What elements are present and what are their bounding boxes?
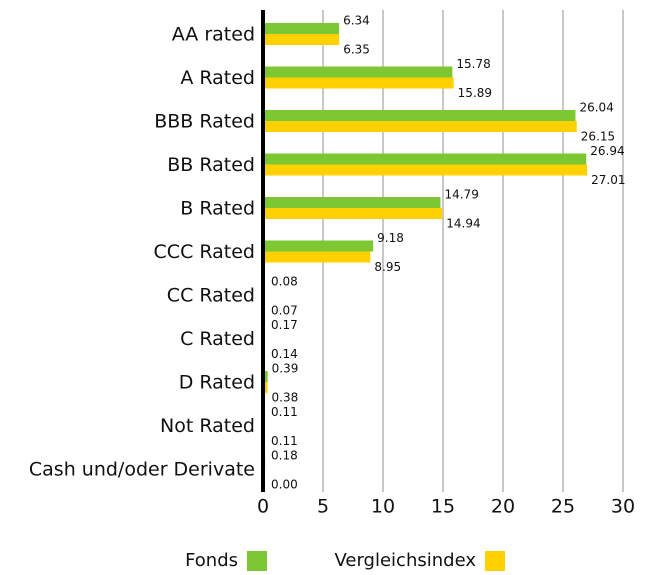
category-label: D Rated bbox=[179, 372, 255, 394]
legend-label: Vergleichsindex bbox=[334, 550, 476, 571]
value-label: 15.89 bbox=[458, 86, 492, 100]
value-label: 0.00 bbox=[271, 478, 298, 492]
bar bbox=[263, 371, 268, 382]
category-label: AA rated bbox=[172, 24, 255, 46]
bar bbox=[263, 34, 340, 45]
value-label: 9.18 bbox=[377, 231, 404, 245]
category-label: CCC Rated bbox=[154, 241, 255, 263]
value-label: 26.15 bbox=[581, 130, 615, 144]
bar bbox=[263, 382, 268, 393]
value-label: 0.38 bbox=[272, 391, 299, 405]
bar bbox=[263, 121, 577, 132]
value-label: 27.01 bbox=[591, 173, 625, 187]
x-tick-label: 15 bbox=[431, 496, 455, 518]
value-label: 0.14 bbox=[271, 347, 298, 361]
bar bbox=[263, 240, 374, 252]
value-label: 26.04 bbox=[579, 101, 613, 115]
category-label: B Rated bbox=[180, 198, 255, 220]
x-tick-label: 25 bbox=[551, 496, 575, 518]
bar bbox=[263, 66, 453, 78]
category-label: Not Rated bbox=[160, 415, 255, 437]
legend-swatch bbox=[247, 551, 267, 571]
bar bbox=[263, 23, 340, 34]
x-tick-label: 10 bbox=[371, 496, 395, 518]
value-label: 14.94 bbox=[446, 217, 480, 231]
category-label: BB Rated bbox=[167, 154, 255, 176]
category-label: BBB Rated bbox=[154, 111, 255, 133]
bar bbox=[263, 153, 587, 165]
value-label: 0.17 bbox=[271, 318, 298, 332]
value-label: 6.35 bbox=[343, 43, 370, 57]
value-label: 14.79 bbox=[444, 188, 478, 202]
category-label: Cash und/oder Derivate bbox=[29, 459, 255, 481]
bar bbox=[263, 164, 588, 176]
value-label: 0.08 bbox=[271, 275, 298, 289]
value-label: 6.34 bbox=[343, 14, 370, 28]
bar bbox=[263, 251, 371, 263]
value-label: 8.95 bbox=[374, 260, 401, 274]
bar bbox=[263, 197, 441, 208]
value-label: 26.94 bbox=[590, 144, 624, 158]
bar bbox=[263, 110, 576, 121]
category-label: CC Rated bbox=[167, 285, 255, 307]
value-label: 0.18 bbox=[271, 449, 298, 463]
x-tick-label: 0 bbox=[257, 496, 269, 518]
bar bbox=[263, 208, 443, 219]
category-label: A Rated bbox=[180, 67, 255, 89]
x-tick-label: 5 bbox=[317, 496, 329, 518]
x-tick-label: 20 bbox=[491, 496, 515, 518]
value-label: 0.07 bbox=[271, 304, 298, 318]
value-label: 0.11 bbox=[271, 405, 298, 419]
value-label: 15.78 bbox=[456, 57, 490, 71]
x-tick-label: 30 bbox=[611, 496, 635, 518]
value-label: 0.39 bbox=[272, 362, 299, 376]
bar bbox=[263, 77, 454, 89]
category-label: C Rated bbox=[180, 328, 255, 350]
legend-label: Fonds bbox=[185, 550, 238, 571]
legend-swatch bbox=[485, 551, 505, 571]
value-label: 0.11 bbox=[271, 434, 298, 448]
